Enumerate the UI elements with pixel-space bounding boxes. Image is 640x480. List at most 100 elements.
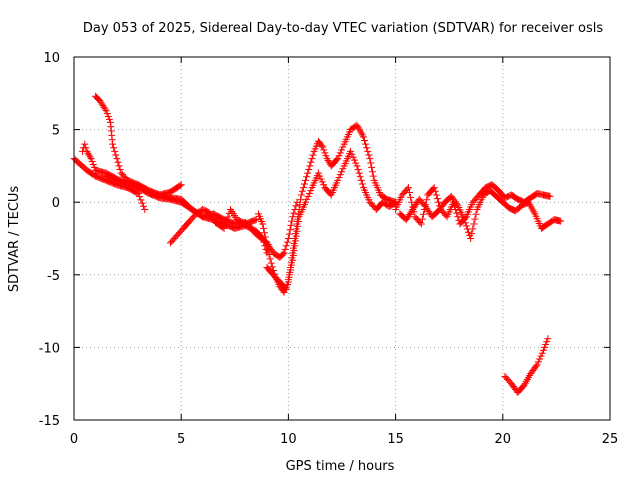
data-point-marker — [86, 153, 94, 161]
data-point-marker — [288, 261, 296, 269]
data-point-marker — [366, 155, 374, 163]
data-point-marker — [333, 156, 341, 164]
data-point-marker — [336, 149, 344, 157]
data-point-marker — [320, 181, 328, 189]
data-point-marker — [418, 215, 426, 223]
data-point-marker — [434, 198, 442, 206]
data-point-marker — [335, 174, 343, 182]
data-point-marker — [284, 276, 292, 284]
data-point-marker — [355, 169, 363, 177]
data-point-marker — [309, 151, 317, 159]
data-point-marker — [305, 166, 313, 174]
data-point-marker — [469, 225, 477, 233]
data-point-marker — [103, 110, 111, 118]
data-point-marker — [291, 242, 299, 250]
data-point-marker — [116, 166, 124, 174]
data-point-marker — [268, 263, 276, 271]
data-point-marker — [280, 249, 288, 257]
data-point-marker — [543, 338, 551, 346]
plot-frame — [73, 56, 611, 421]
series-track-d — [102, 172, 185, 199]
data-point-marker — [112, 151, 120, 159]
data-point-marker — [348, 150, 356, 158]
data-point-marker — [368, 163, 376, 171]
data-point-marker — [286, 226, 294, 234]
series-track-g — [263, 147, 400, 293]
y-tick-label: -15 — [39, 414, 60, 429]
data-point-marker — [136, 193, 144, 201]
data-point-marker — [353, 162, 361, 170]
data-point-marker — [391, 199, 399, 207]
data-point-marker — [294, 222, 302, 230]
y-tick-label: -5 — [47, 269, 60, 284]
data-point-marker — [303, 195, 311, 203]
data-point-marker — [320, 146, 328, 154]
data-point-marker — [220, 224, 228, 232]
data-point-marker — [261, 233, 269, 241]
data-point-marker — [433, 195, 441, 203]
data-point-marker — [367, 159, 375, 167]
data-point-marker — [81, 140, 89, 148]
data-point-marker — [358, 180, 366, 188]
data-point-marker — [289, 251, 297, 259]
data-point-marker — [339, 143, 347, 151]
series-track-i — [396, 187, 565, 242]
data-point-marker — [88, 158, 96, 166]
data-point-marker — [289, 213, 297, 221]
data-point-marker — [452, 199, 460, 207]
data-point-marker — [357, 176, 365, 184]
data-point-marker — [282, 285, 290, 293]
data-point-marker — [302, 198, 310, 206]
x-tick-label: 0 — [70, 432, 78, 447]
data-point-marker — [335, 152, 343, 160]
data-point-marker — [303, 173, 311, 181]
data-point-marker — [304, 192, 312, 200]
data-point-marker — [294, 218, 302, 226]
data-point-marker — [104, 113, 112, 121]
data-point-marker — [279, 250, 287, 258]
data-point-marker — [533, 361, 541, 369]
data-point-marker — [308, 155, 316, 163]
data-point-marker — [260, 229, 268, 237]
data-point-marker — [223, 217, 231, 225]
data-point-marker — [84, 149, 92, 157]
data-point-marker — [141, 205, 149, 213]
y-tick-label: -10 — [39, 341, 60, 356]
data-point-marker — [540, 346, 548, 354]
data-point-marker — [307, 158, 315, 166]
data-point-marker — [262, 237, 270, 245]
data-point-marker — [557, 217, 565, 225]
data-point-marker — [534, 358, 542, 366]
x-axis-label: GPS time / hours — [286, 459, 395, 474]
y-tick-label: 10 — [43, 51, 60, 66]
data-point-marker — [115, 162, 123, 170]
data-point-marker — [364, 147, 372, 155]
data-point-marker — [464, 228, 472, 236]
data-point-marker — [304, 169, 312, 177]
axis-ticks — [73, 56, 611, 421]
x-tick-label: 25 — [602, 432, 619, 447]
data-point-marker — [306, 162, 314, 170]
data-point-marker — [281, 284, 289, 292]
data-point-marker — [113, 155, 121, 163]
data-point-marker — [284, 235, 292, 242]
data-point-marker — [352, 159, 360, 167]
data-point-marker — [461, 219, 469, 227]
data-point-marker — [282, 242, 290, 250]
data-point-marker — [365, 151, 373, 159]
data-point-marker — [334, 155, 342, 163]
data-point-marker — [314, 169, 322, 177]
series-track-j — [501, 335, 552, 396]
data-point-marker — [289, 256, 297, 264]
data-point-marker — [368, 168, 376, 176]
data-point-marker — [82, 144, 90, 152]
data-point-marker — [85, 151, 93, 159]
data-point-marker — [264, 246, 272, 254]
data-point-marker — [462, 222, 470, 230]
data-point-marker — [87, 155, 95, 163]
data-point-marker — [101, 105, 109, 113]
data-point-marker — [266, 255, 274, 263]
data-point-marker — [324, 156, 332, 164]
data-point-marker — [307, 187, 315, 195]
series-track-c — [91, 92, 301, 261]
